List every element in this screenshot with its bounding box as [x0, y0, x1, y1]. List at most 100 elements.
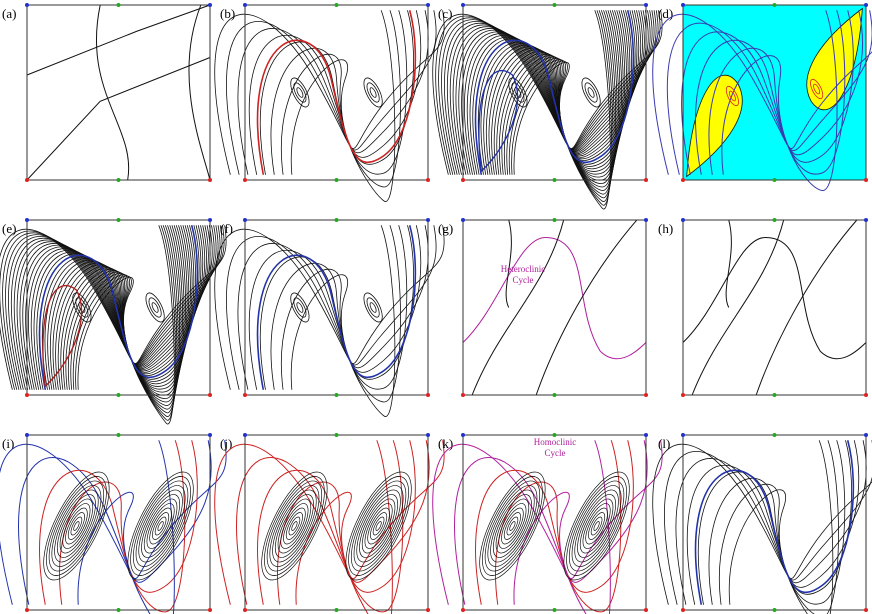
orbit: [340, 474, 416, 578]
equilibrium: [772, 3, 777, 7]
equilibrium: [461, 433, 465, 437]
trajectory: [96, 5, 128, 180]
orbit: [375, 521, 383, 531]
panel-frame: [462, 434, 647, 611]
trajectory: [296, 440, 392, 614]
equilibrium: [681, 3, 685, 7]
equilibrium: [681, 218, 685, 222]
panel-frame: [26, 4, 211, 181]
equilibrium: [681, 608, 685, 612]
equilibrium: [864, 3, 868, 7]
orbit: [486, 490, 540, 563]
orbit: [126, 479, 195, 572]
orbit: [489, 495, 535, 557]
orbit: [130, 485, 191, 568]
separatrix: [258, 10, 416, 175]
equilibrium: [864, 393, 868, 397]
panel-label: (h): [658, 221, 673, 236]
orbit: [146, 296, 163, 319]
equilibrium: [552, 3, 557, 7]
orbit: [474, 474, 550, 578]
orbit: [145, 505, 176, 546]
panel-label: (c): [438, 6, 452, 21]
trajectory: [455, 440, 648, 605]
panel: [0, 218, 226, 424]
orbit: [53, 495, 99, 557]
phase-portrait: [215, 225, 444, 416]
equilibrium: [644, 393, 648, 397]
trajectory: [653, 10, 872, 175]
orbit: [369, 302, 378, 313]
trajectory: [692, 220, 784, 395]
trajectory: [78, 440, 174, 614]
trajectory: [27, 5, 210, 75]
panel-label: (d): [658, 6, 673, 21]
orbit: [279, 505, 310, 546]
orbit: [291, 296, 308, 319]
orbit: [812, 83, 821, 94]
trajectory: [291, 10, 395, 201]
orbit: [291, 81, 308, 104]
orbit: [367, 510, 390, 541]
equilibrium: [243, 178, 247, 182]
orbit: [34, 469, 118, 583]
equilibrium: [208, 3, 212, 7]
orbit: [509, 521, 517, 531]
orbit: [562, 479, 631, 572]
orbit: [50, 490, 104, 563]
phase-portrait: [0, 440, 226, 614]
panel: [681, 218, 868, 397]
orbit: [360, 76, 386, 110]
orbit: [78, 302, 87, 313]
panel: [215, 433, 444, 614]
equilibrium: [334, 3, 339, 7]
equilibrium: [681, 433, 685, 437]
orbit: [73, 296, 90, 319]
panel: [215, 218, 444, 417]
orbit: [497, 505, 528, 546]
panel: [653, 433, 872, 614]
equilibrium: [25, 608, 29, 612]
equilibrium: [461, 178, 465, 182]
orbit: [65, 510, 88, 541]
panel: [433, 3, 662, 209]
phase-portrait: [463, 220, 646, 395]
trajectory: [514, 440, 610, 614]
equilibrium: [243, 218, 247, 222]
orbit: [115, 464, 207, 588]
orbit: [467, 464, 559, 588]
trajectory: [27, 58, 210, 181]
separatrix: [258, 225, 416, 390]
panel-frame: [244, 434, 429, 611]
orbit: [558, 474, 634, 578]
orbit: [149, 510, 172, 541]
orbit: [551, 464, 643, 588]
trajectory: [682, 10, 863, 175]
phase-portrait: [653, 440, 872, 614]
orbit: [57, 500, 95, 552]
trajectory: [463, 238, 646, 359]
trajectory: [509, 10, 613, 201]
equilibrium: [116, 433, 121, 437]
equilibrium: [243, 393, 247, 397]
orbit: [268, 490, 322, 563]
orbit: [363, 505, 394, 546]
orbit: [69, 516, 84, 537]
equilibrium: [864, 218, 868, 222]
trajectory: [238, 10, 428, 175]
orbit: [119, 469, 203, 583]
trajectory: [215, 225, 444, 390]
orbit: [151, 302, 160, 313]
orbit: [296, 87, 305, 98]
trajectory: [189, 5, 210, 180]
orbit: [138, 495, 184, 557]
equilibrium: [116, 393, 121, 397]
equilibrium: [461, 608, 465, 612]
equilibrium: [552, 393, 557, 397]
equilibrium: [426, 433, 430, 437]
orbit: [287, 516, 302, 537]
equilibrium: [208, 218, 212, 222]
orbit: [252, 469, 336, 583]
